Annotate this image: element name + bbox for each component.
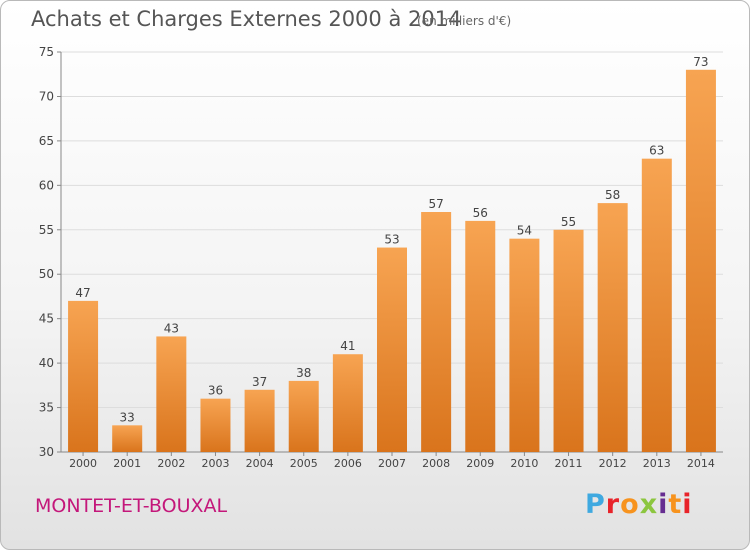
y-tick-label: 75 (39, 45, 54, 59)
x-tick-label: 2000 (69, 457, 97, 470)
bar (377, 247, 407, 452)
bar (200, 398, 231, 452)
bar (156, 336, 187, 452)
bar (421, 212, 452, 452)
data-label: 36 (208, 384, 223, 398)
x-tick-label: 2013 (643, 457, 671, 470)
data-label: 55 (561, 215, 576, 229)
logo-letter: o (620, 489, 640, 520)
x-tick-label: 2012 (599, 457, 627, 470)
x-tick-label: 2001 (113, 457, 141, 470)
bar (641, 158, 672, 452)
x-tick-label: 2009 (466, 457, 494, 470)
chart-title: Achats et Charges Externes 2000 à 2014 (31, 7, 462, 31)
y-tick-label: 35 (39, 401, 54, 415)
data-label: 47 (75, 286, 90, 300)
data-label: 57 (428, 197, 443, 211)
x-tick-label: 2014 (687, 457, 715, 470)
y-tick-label: 55 (39, 223, 54, 237)
bar (465, 220, 496, 452)
logo-letter: i (658, 489, 669, 520)
data-label: 63 (649, 144, 664, 158)
bar (597, 203, 628, 452)
data-label: 73 (693, 55, 708, 69)
data-label: 33 (120, 410, 135, 424)
y-tick-label: 65 (39, 134, 54, 148)
logo-letter: r (605, 489, 621, 520)
x-tick-label: 2011 (555, 457, 583, 470)
bar (68, 300, 99, 452)
bar (288, 380, 319, 452)
bar (509, 238, 540, 452)
y-tick-label: 70 (39, 89, 54, 103)
data-label: 56 (473, 206, 488, 220)
y-tick-label: 40 (39, 356, 54, 370)
data-label: 58 (605, 188, 620, 202)
chart-subtitle: (en milliers d'€) (417, 14, 512, 28)
x-tick-label: 2008 (422, 457, 450, 470)
logo-letter: P (585, 489, 606, 520)
x-tick-label: 2007 (378, 457, 406, 470)
place-name: MONTET-ET-BOUXAL (35, 495, 228, 517)
x-tick-label: 2005 (290, 457, 318, 470)
logo-letter: x (639, 489, 659, 520)
x-tick-label: 2010 (510, 457, 538, 470)
x-tick-label: 2006 (334, 457, 362, 470)
bar (685, 69, 716, 453)
y-tick-label: 60 (39, 178, 54, 192)
bar (112, 425, 143, 452)
y-tick-label: 30 (39, 445, 54, 459)
bar (553, 229, 584, 452)
data-label: 54 (517, 224, 532, 238)
data-label: 38 (296, 366, 311, 380)
proxiti-logo[interactable]: Proxiti (585, 489, 693, 520)
x-tick-label: 2002 (157, 457, 185, 470)
x-tick-label: 2004 (246, 457, 274, 470)
data-label: 41 (340, 339, 355, 353)
logo-letter: t (668, 489, 683, 520)
x-tick-label: 2003 (201, 457, 229, 470)
data-label: 43 (164, 321, 179, 335)
data-label: 37 (252, 375, 267, 389)
y-tick-label: 45 (39, 312, 54, 326)
bar (332, 354, 363, 452)
y-tick-label: 50 (39, 267, 54, 281)
bar (244, 389, 275, 452)
logo-letter: i (682, 489, 693, 520)
data-label: 53 (384, 233, 399, 247)
